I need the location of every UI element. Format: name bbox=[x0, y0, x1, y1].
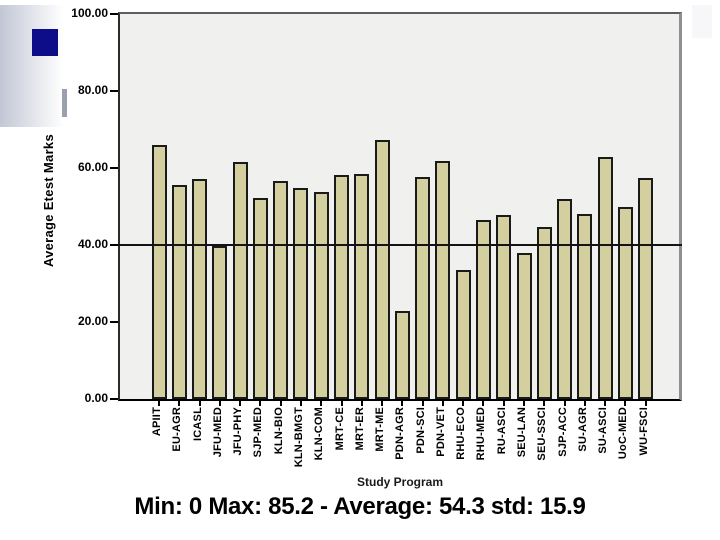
x-tick bbox=[178, 400, 180, 406]
bar-SU-ASCI bbox=[597, 157, 613, 399]
x-tick bbox=[422, 400, 424, 406]
bar-KLN-COM bbox=[313, 192, 329, 399]
reference-line bbox=[118, 244, 682, 246]
x-tick bbox=[564, 400, 566, 406]
y-tick-label: 20.00 bbox=[77, 314, 108, 328]
x-tick bbox=[341, 400, 343, 406]
bar-UoC-MED bbox=[617, 207, 633, 399]
x-tick bbox=[584, 400, 586, 406]
x-tick-label: SU-AGR bbox=[577, 407, 589, 452]
bar-KLN-BMGT bbox=[293, 188, 309, 399]
slide-accent-gradient-bar bbox=[0, 5, 63, 127]
bar-RHU-MED bbox=[475, 220, 491, 399]
y-tick-label: 0.00 bbox=[84, 391, 108, 405]
x-tick bbox=[401, 400, 403, 406]
x-tick-label: WU-FSCI bbox=[638, 407, 650, 456]
slide-accent-tick bbox=[62, 89, 67, 117]
bar-APIIT bbox=[151, 145, 167, 399]
x-tick-label: SU-ASCI bbox=[597, 407, 609, 454]
slide-accent-square-icon bbox=[32, 29, 58, 56]
bar-SEU-LAN bbox=[516, 253, 532, 399]
x-tick-label: KLN-COM bbox=[313, 407, 325, 461]
x-tick bbox=[300, 400, 302, 406]
bar-MRT-CE bbox=[334, 175, 350, 399]
x-tick bbox=[239, 400, 241, 406]
y-tick bbox=[110, 13, 118, 15]
x-tick-label: SJP-MED bbox=[252, 407, 264, 458]
x-tick-label: KLN-BMGT bbox=[293, 407, 305, 468]
y-tick bbox=[110, 167, 118, 169]
bar-JFU-PHY bbox=[232, 162, 248, 399]
x-tick bbox=[199, 400, 201, 406]
x-tick-label: MRT-CE bbox=[334, 407, 346, 451]
x-tick bbox=[320, 400, 322, 406]
x-tick-label: SEU-SSCI bbox=[536, 407, 548, 461]
bar-ICASL bbox=[192, 179, 208, 399]
x-tick bbox=[280, 400, 282, 406]
x-tick bbox=[503, 400, 505, 406]
x-tick bbox=[361, 400, 363, 406]
plot-area bbox=[118, 12, 682, 401]
bar-SJP-MED bbox=[252, 198, 268, 399]
x-tick-label: PDN-AGR bbox=[394, 407, 406, 460]
x-tick bbox=[543, 400, 545, 406]
x-tick-label: PDN-VET bbox=[435, 407, 447, 457]
x-tick-label: PDN-SCI bbox=[415, 407, 427, 454]
y-tick bbox=[110, 90, 118, 92]
y-tick bbox=[110, 321, 118, 323]
x-tick-label: JFU-PHY bbox=[232, 407, 244, 456]
bar-JFU-MED bbox=[212, 246, 228, 399]
x-tick-label: SJP-ACC bbox=[557, 407, 569, 457]
x-tick-label: ICASL bbox=[192, 407, 204, 441]
y-tick bbox=[110, 398, 118, 400]
bar-KLN-BIO bbox=[273, 181, 289, 399]
x-tick bbox=[604, 400, 606, 406]
x-tick-label: JFU-MED bbox=[212, 407, 224, 458]
y-tick-label: 100.00 bbox=[71, 6, 108, 20]
bar-RHU-ECO bbox=[455, 270, 471, 399]
bar-EU-AGR bbox=[171, 185, 187, 399]
x-tick bbox=[259, 400, 261, 406]
x-tick bbox=[381, 400, 383, 406]
x-tick bbox=[158, 400, 160, 406]
x-tick bbox=[442, 400, 444, 406]
x-axis-title: Study Program bbox=[356, 475, 443, 489]
bar-RU-ASCI bbox=[496, 215, 512, 399]
bar-MRT-ME bbox=[374, 140, 390, 399]
x-tick-label: SEU-LAN bbox=[516, 407, 528, 458]
y-axis-title: Average Etest Marks bbox=[41, 134, 56, 268]
x-tick bbox=[462, 400, 464, 406]
slide-corner-box bbox=[692, 5, 712, 38]
x-tick bbox=[482, 400, 484, 406]
bar-SEU-SSCI bbox=[536, 227, 552, 399]
x-tick-label: RU-ASCI bbox=[496, 407, 508, 455]
y-tick bbox=[110, 244, 118, 246]
x-tick-label: KLN-BIO bbox=[273, 407, 285, 455]
bar-PDN-SCI bbox=[415, 177, 431, 399]
x-tick-label: APIIT bbox=[151, 407, 163, 437]
x-tick-label: EU-AGR bbox=[171, 407, 183, 452]
x-tick-label: RHU-ECO bbox=[455, 407, 467, 460]
x-tick bbox=[219, 400, 221, 406]
bar-PDN-VET bbox=[435, 161, 451, 399]
y-tick-label: 60.00 bbox=[77, 160, 108, 174]
bar-SU-AGR bbox=[577, 214, 593, 399]
bar-SJP-ACC bbox=[557, 199, 573, 399]
bar-WU-FSCI bbox=[638, 178, 654, 399]
stats-caption: Min: 0 Max: 85.2 - Average: 54.3 std: 15… bbox=[134, 493, 586, 520]
x-tick-label: RHU-MED bbox=[475, 407, 487, 461]
x-tick bbox=[645, 400, 647, 406]
x-tick-label: UoC-MED bbox=[617, 407, 629, 460]
y-tick-label: 80.00 bbox=[77, 83, 108, 97]
x-tick bbox=[523, 400, 525, 406]
x-tick bbox=[624, 400, 626, 406]
x-tick-label: MRT-ME bbox=[374, 407, 386, 452]
bar-MRT-ER bbox=[354, 174, 370, 399]
y-tick-label: 40.00 bbox=[77, 237, 108, 251]
x-tick-label: MRT-ER bbox=[354, 407, 366, 451]
bar-PDN-AGR bbox=[394, 311, 410, 399]
